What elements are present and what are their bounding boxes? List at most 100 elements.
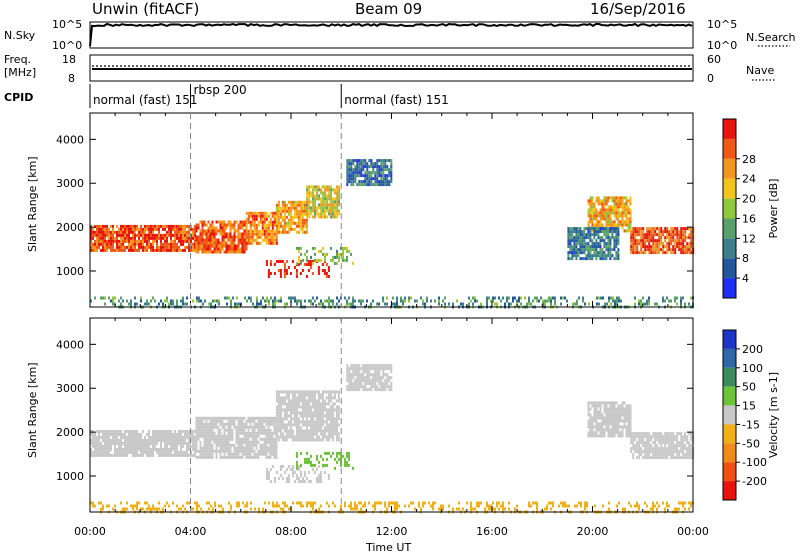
data-cell [94,453,96,457]
data-cell [638,432,641,436]
data-cell [595,404,598,408]
data-cell [199,446,202,450]
data-cell [92,245,94,249]
data-cell [192,245,194,249]
data-cell [342,255,344,259]
data-cell [178,245,180,249]
data-cell [293,227,296,231]
data-cell [257,419,260,423]
data-cell [358,370,361,374]
data-cell [279,432,282,436]
data-cell [104,227,106,231]
data-cell [112,432,114,436]
data-cell [261,422,264,426]
data-cell [682,438,685,442]
data-cell [221,229,224,233]
data-cell [374,180,377,184]
data-cell [172,441,174,445]
data-cell [114,444,116,448]
data-cell [674,435,677,439]
data-cell [656,432,659,436]
data-cell [260,302,262,306]
data-cell [654,242,657,246]
data-cell [595,223,598,227]
data-cell [382,373,385,377]
data-cell [106,239,108,243]
data-cell [282,507,284,511]
data-cell [325,426,328,430]
data-cell [650,248,653,252]
data-cell [528,302,530,306]
data-cell [322,252,324,256]
data-cell [601,230,604,234]
data-cell [605,220,608,224]
data-cell [96,242,98,246]
data-cell [480,302,482,306]
data-cell [512,299,514,303]
data-cell [279,230,282,234]
data-cell [384,165,387,169]
data-cell [603,199,606,203]
data-cell [144,441,146,445]
data-cell [666,450,669,454]
data-cell [217,443,220,447]
data-cell [158,233,160,237]
data-cell [660,453,663,457]
data-cell [601,419,604,423]
data-cell [92,242,94,246]
data-cell [384,168,387,172]
data-cell [603,245,606,249]
data-cell [273,263,276,266]
data-cell [309,414,312,418]
data-cell [287,480,290,483]
data-cell [116,233,118,237]
data-cell [291,408,294,412]
data-cell [128,444,130,448]
data-cell [146,447,148,451]
data-cell [279,206,282,210]
data-cell [130,245,132,249]
data-cell [253,428,256,432]
data-cell [182,233,184,237]
data-cell [400,296,402,300]
data-cell [178,248,180,252]
data-cell [184,236,186,240]
data-cell [253,437,256,441]
data-cell [275,411,278,415]
data-cell [670,447,673,451]
data-cell [263,419,266,423]
data-cell [174,435,176,439]
data-cell [142,248,144,252]
data-cell [251,211,254,215]
station-title: Unwin (fitACF) [92,0,199,18]
data-cell [672,432,675,436]
data-cell [289,206,292,210]
data-cell [96,248,98,252]
data-cell [287,414,290,418]
data-cell [126,447,128,451]
data-cell [320,206,323,210]
data-cell [118,444,120,448]
data-cell [229,437,232,441]
data-cell [386,174,389,178]
data-cell [106,248,108,252]
data-cell [325,420,328,424]
data-cell [372,364,375,368]
data-cell [100,242,102,246]
data-cell [158,432,160,436]
data-cell [286,302,288,306]
data-cell [609,416,612,420]
data-cell [98,224,100,228]
data-cell [277,399,280,403]
data-cell [263,446,266,450]
data-cell [627,229,630,233]
data-cell [299,212,302,216]
data-cell [291,468,294,471]
data-cell [319,432,322,436]
data-cell [307,393,310,397]
data-cell [94,239,96,243]
data-cell [188,441,190,445]
data-cell [249,443,252,447]
data-cell [316,296,318,300]
data-cell [227,250,230,254]
